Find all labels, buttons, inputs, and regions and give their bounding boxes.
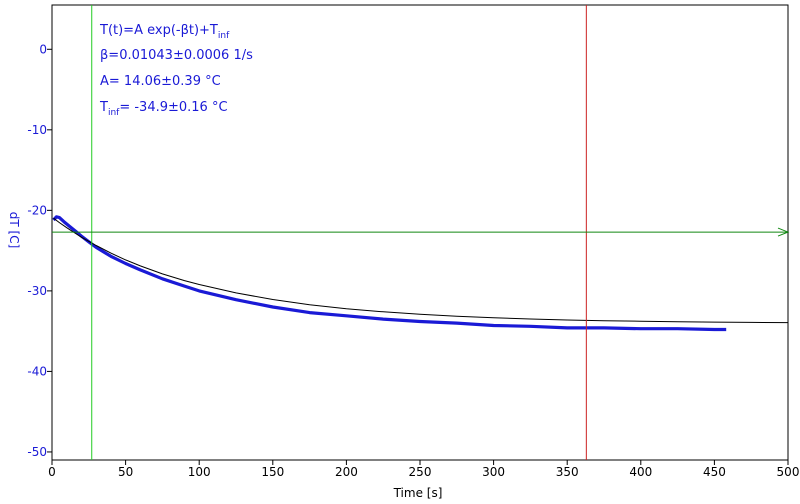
axes: 0 50 100 150 200 250 300 350 400 450 500 0 -10 -20 -30… (27, 42, 799, 479)
x-tick-label: 100 (188, 465, 211, 479)
formula-text: T(t)=A exp(-βt)+Tinf (99, 23, 230, 41)
x-tick-label: 150 (261, 465, 284, 479)
series-line-measured (52, 215, 727, 332)
y-tick-label: -30 (27, 284, 47, 298)
tinf-text: Tinf= -34.9±0.16 °C (99, 100, 228, 118)
x-tick-label: 300 (482, 465, 505, 479)
amplitude-text: A= 14.06±0.39 °C (100, 74, 221, 89)
x-tick-label: 50 (118, 465, 133, 479)
cursor-group (52, 5, 790, 460)
x-tick-label: 450 (703, 465, 726, 479)
x-axis-label: Time [s] (393, 486, 443, 500)
x-tick-label: 400 (629, 465, 652, 479)
beta-text: β=0.01043±0.0006 1/s (100, 48, 253, 63)
y-tick-label: -20 (27, 203, 47, 217)
y-axis-label: dT [C] (7, 212, 21, 249)
x-tick-label: 200 (335, 465, 358, 479)
y-tick-label: -50 (27, 445, 47, 459)
y-tick-label: 0 (39, 42, 47, 56)
level-arrow-icon (777, 227, 790, 237)
y-tick-label: -40 (27, 364, 47, 378)
x-tick-label: 500 (777, 465, 800, 479)
y-tick-label: -10 (27, 123, 47, 137)
series-line-fit (53, 217, 789, 324)
x-tick-label: 0 (48, 465, 56, 479)
x-tick-label: 250 (409, 465, 432, 479)
fit-annotation: T(t)=A exp(-βt)+Tinf β=0.01043±0.0006 1/… (99, 23, 253, 118)
x-tick-label: 350 (556, 465, 579, 479)
series-group (52, 215, 789, 332)
